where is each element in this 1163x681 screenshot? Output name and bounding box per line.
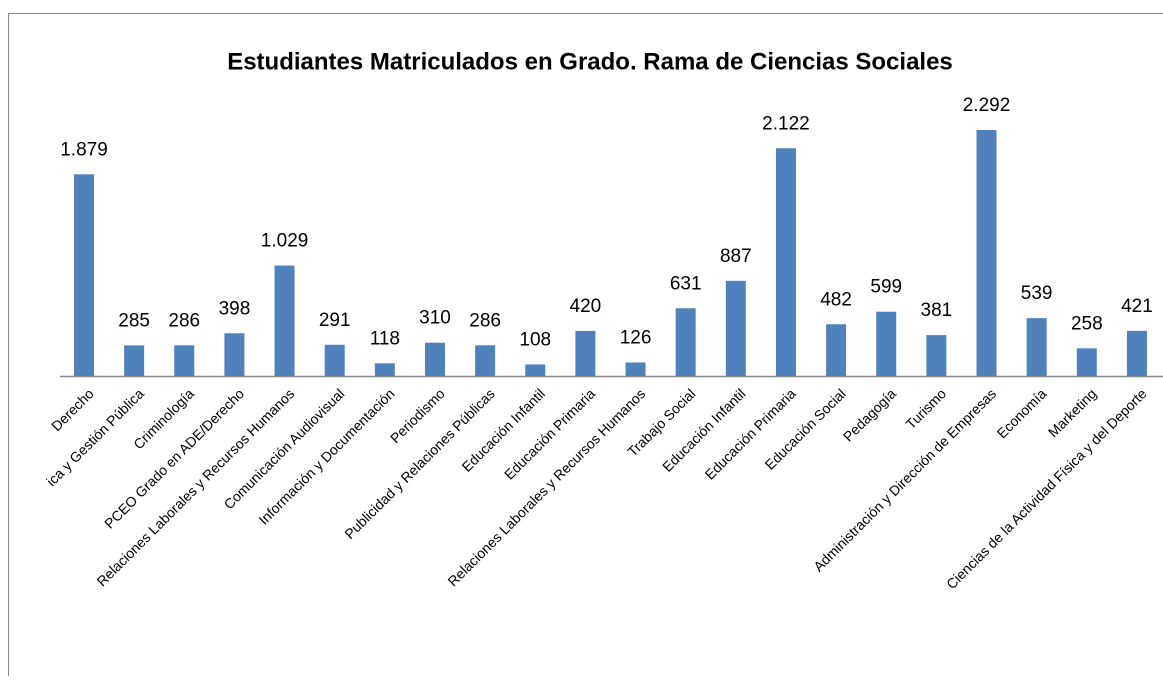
value-label: 381 bbox=[921, 300, 953, 321]
value-label: 310 bbox=[419, 308, 451, 329]
bar bbox=[375, 363, 395, 376]
bar bbox=[425, 343, 445, 376]
value-label: 2.122 bbox=[762, 113, 810, 134]
chart-title: Estudiantes Matriculados en Grado. Rama … bbox=[227, 48, 953, 75]
bar bbox=[776, 148, 796, 376]
value-label: 108 bbox=[519, 329, 551, 350]
value-label: 1.029 bbox=[261, 231, 309, 252]
bar bbox=[1027, 318, 1047, 376]
bar bbox=[475, 345, 495, 376]
bar bbox=[676, 308, 696, 376]
bar bbox=[325, 345, 345, 376]
value-label: 1.879 bbox=[60, 139, 108, 160]
value-label: 398 bbox=[219, 298, 251, 319]
bar bbox=[926, 335, 946, 376]
value-label: 286 bbox=[469, 310, 501, 331]
value-label: 599 bbox=[870, 277, 902, 298]
bar bbox=[525, 364, 545, 376]
value-label: 126 bbox=[620, 327, 652, 348]
bar bbox=[1127, 331, 1147, 376]
value-label: 258 bbox=[1071, 313, 1103, 334]
bar bbox=[74, 174, 94, 376]
value-label: 285 bbox=[118, 310, 150, 331]
bar bbox=[826, 324, 846, 376]
value-label: 420 bbox=[570, 296, 602, 317]
bar bbox=[224, 333, 244, 376]
value-label: 631 bbox=[670, 273, 702, 294]
bar bbox=[174, 345, 194, 376]
bar bbox=[575, 331, 595, 376]
value-label: 118 bbox=[370, 328, 400, 349]
bar bbox=[876, 312, 896, 376]
value-label: 539 bbox=[1021, 283, 1053, 304]
value-label: 421 bbox=[1121, 296, 1153, 317]
value-label: 286 bbox=[168, 310, 200, 331]
value-label: 2.292 bbox=[963, 95, 1011, 116]
value-label: 887 bbox=[720, 246, 752, 267]
bar bbox=[726, 281, 746, 376]
bar bbox=[977, 130, 997, 376]
value-label: 482 bbox=[820, 289, 852, 310]
value-label: 291 bbox=[319, 310, 351, 331]
bar bbox=[1077, 348, 1097, 376]
bar bbox=[275, 266, 295, 376]
bar bbox=[124, 345, 144, 376]
bar bbox=[626, 362, 646, 376]
